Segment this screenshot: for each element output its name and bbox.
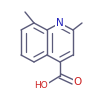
Text: HO: HO bbox=[34, 81, 48, 90]
Text: O: O bbox=[74, 77, 82, 87]
Text: N: N bbox=[56, 18, 64, 28]
